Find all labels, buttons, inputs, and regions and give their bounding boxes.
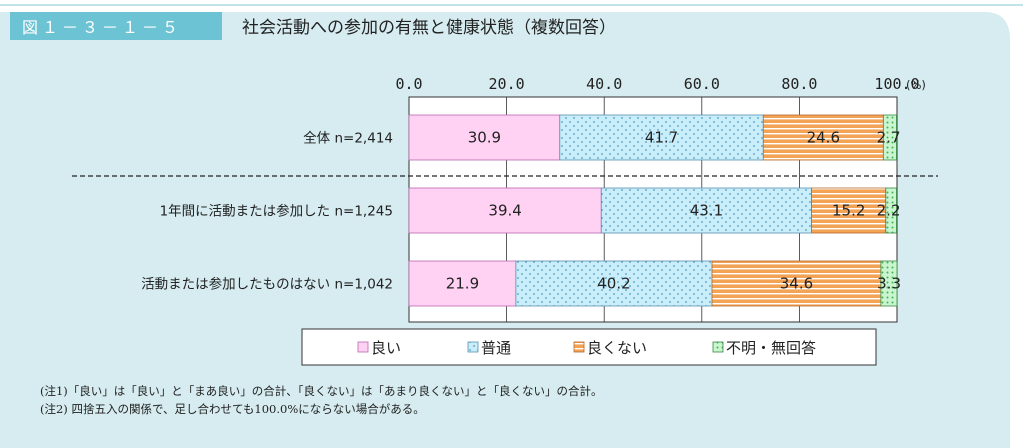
bar-segment-normal xyxy=(600,187,812,234)
legend-label: 良い xyxy=(371,339,401,357)
bar-segment-good xyxy=(408,114,561,161)
legend-label: 普通 xyxy=(481,339,511,357)
data-label: 15.2 xyxy=(832,202,865,220)
figure-label: 図１－３－１－５ xyxy=(22,18,182,37)
x-tick-label: 0.0 xyxy=(395,75,422,93)
bar-segment-bad xyxy=(811,187,887,234)
bar-segment-unknown xyxy=(880,260,898,307)
category-labels: 全体 n=2,414 1年間に活動または参加した n=1,245 活動または参加した… xyxy=(141,130,393,293)
data-label: 30.9 xyxy=(468,129,501,147)
bar-segment-unknown xyxy=(885,187,897,234)
legend-swatch-unknown xyxy=(712,341,724,353)
legend-swatch-bad xyxy=(573,341,585,353)
data-label: 40.2 xyxy=(597,275,630,293)
figure-label-bar xyxy=(10,12,222,40)
legend-swatch-normal xyxy=(467,341,479,353)
legend-label: 良くない xyxy=(587,339,647,357)
x-tick-label: 40.0 xyxy=(586,75,622,93)
header-strip xyxy=(0,4,1023,6)
data-label: 2.2 xyxy=(877,202,901,220)
note-2: (注2) 四捨五入の関係で、足し合わせても100.0%にならない場合がある。 xyxy=(40,402,425,416)
data-label: 21.9 xyxy=(446,275,479,293)
data-label: 41.7 xyxy=(645,129,678,147)
x-tick-label: 20.0 xyxy=(489,75,525,93)
unit-label: (%) xyxy=(906,78,926,92)
bar-segment-good xyxy=(408,187,602,234)
bar-segment-bad xyxy=(711,260,882,307)
bar-segment-normal xyxy=(515,260,713,307)
chart-title: 社会活動への参加の有無と健康状態（複数回答） xyxy=(242,18,616,38)
data-label: 43.1 xyxy=(690,202,723,220)
legend-swatch-good xyxy=(357,341,369,353)
x-tick-label: 80.0 xyxy=(781,75,817,93)
category-label: 全体 n=2,414 xyxy=(303,130,393,147)
bars: 30.9 41.7 24.6 2.7 39.4 43.1 15.2 2.2 21.9 40.2 34… xyxy=(408,114,901,307)
data-label: 34.6 xyxy=(780,275,813,293)
bar-segment-unknown xyxy=(882,114,897,161)
data-label: 2.7 xyxy=(877,129,901,147)
data-label: 3.3 xyxy=(877,275,901,293)
category-label: 1年間に活動または参加した n=1,245 xyxy=(160,203,393,220)
data-label: 39.4 xyxy=(488,202,521,220)
x-axis-ticks: 0.0 20.0 40.0 60.0 80.0 100.0 xyxy=(395,75,919,93)
legend-box xyxy=(301,328,877,366)
category-label: 活動または参加したものはない n=1,042 xyxy=(141,276,393,293)
x-tick-label: 60.0 xyxy=(684,75,720,93)
legend: 良い 普通 良くない 不明・無回答 xyxy=(357,339,816,357)
bar-segment-normal xyxy=(559,114,764,161)
x-tick-label: 100.0 xyxy=(874,75,919,93)
bar-segment-bad xyxy=(762,114,884,161)
note-1: (注1)「良い」は「良い」と「まあ良い」の合計、「良くない」は「あまり良くない」… xyxy=(40,384,603,398)
data-label: 24.6 xyxy=(807,129,840,147)
legend-label: 不明・無回答 xyxy=(726,339,816,357)
